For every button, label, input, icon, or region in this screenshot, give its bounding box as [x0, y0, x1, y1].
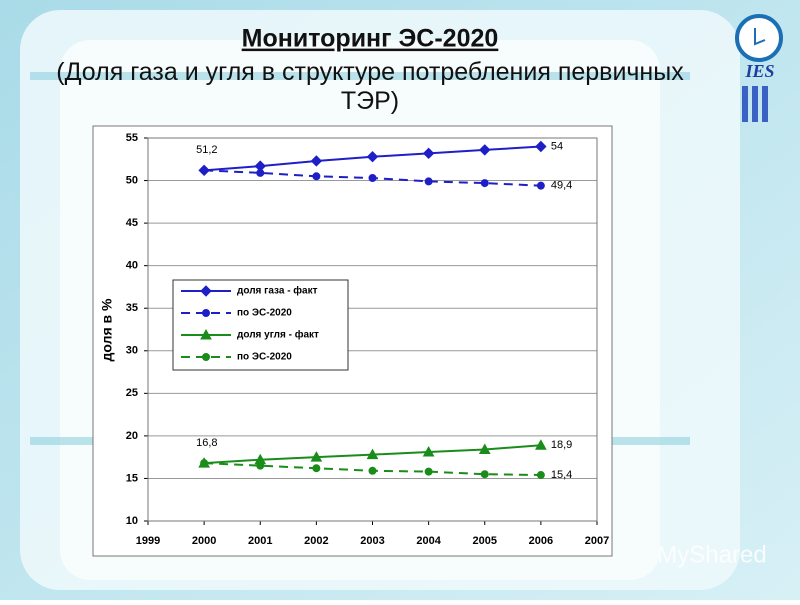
chart-area [92, 125, 613, 557]
data-label: 49,4 [551, 180, 572, 192]
subtitle-box: (Доля газа и угля в структуре потреблени… [56, 58, 684, 115]
marker [256, 461, 265, 470]
marker [200, 328, 212, 340]
marker [368, 174, 377, 183]
x-tick-label: 2000 [192, 535, 216, 547]
y-tick-label: 55 [126, 132, 138, 144]
x-tick-label: 2003 [360, 535, 384, 547]
data-label: 15,4 [551, 469, 572, 481]
subtitle: (Доля газа и угля в структуре потреблени… [56, 58, 684, 115]
marker [312, 464, 321, 473]
legend-label: по ЭС-2020 [237, 308, 292, 319]
watermark: MyShared [657, 541, 766, 568]
stripe [30, 72, 690, 80]
marker [480, 179, 489, 188]
logo-text: IES [744, 61, 774, 81]
x-tick-label: 2005 [473, 535, 497, 547]
logo-clock [754, 28, 766, 46]
logo-bar [742, 86, 748, 122]
marker [536, 471, 545, 480]
y-axis-label: доля в % [99, 298, 115, 362]
marker [310, 451, 323, 462]
data-label: 16,8 [196, 437, 217, 449]
title: Мониторинг ЭС-2020 [242, 25, 499, 53]
marker [424, 467, 433, 476]
marker [422, 147, 435, 160]
marker [366, 151, 379, 163]
y-tick-label: 20 [126, 430, 138, 442]
x-tick-label: 2002 [304, 535, 328, 547]
marker [202, 353, 210, 361]
marker [535, 439, 547, 450]
marker [200, 285, 212, 297]
data-label: 54 [551, 140, 563, 152]
logo-bar [762, 86, 768, 122]
x-tick-label: 1999 [136, 535, 160, 547]
marker [479, 144, 491, 156]
data-label: 18,9 [551, 439, 572, 451]
x-tick-label: 2001 [248, 535, 272, 547]
logo-bar [752, 86, 758, 122]
marker [535, 140, 547, 153]
y-tick-label: 45 [126, 217, 138, 229]
x-tick-label: 2006 [529, 535, 553, 547]
marker [368, 466, 377, 475]
y-tick-label: 25 [126, 387, 138, 399]
data-label: 51,2 [196, 144, 217, 156]
marker [536, 181, 545, 190]
marker [256, 168, 265, 177]
y-tick-label: 50 [126, 174, 138, 186]
marker [200, 459, 209, 468]
marker [202, 309, 210, 317]
legend-label: по ЭС-2020 [237, 352, 292, 363]
marker [422, 446, 435, 457]
marker [424, 177, 433, 186]
x-tick-label: 2004 [416, 535, 441, 547]
marker [312, 172, 321, 181]
marker [200, 166, 209, 175]
y-tick-label: 35 [126, 302, 138, 314]
marker [480, 470, 489, 479]
marker [366, 448, 379, 460]
y-tick-label: 30 [126, 345, 138, 357]
legend-box [172, 279, 349, 371]
legend-label: доля угля - факт [237, 329, 319, 341]
y-tick-label: 15 [126, 472, 138, 484]
y-tick-label: 10 [126, 515, 138, 527]
x-tick-label: 2007 [585, 535, 609, 547]
y-tick-label: 40 [126, 260, 138, 272]
plot-frame [147, 137, 598, 522]
marker [478, 443, 491, 455]
marker [310, 155, 323, 167]
logo-circle [735, 14, 783, 62]
legend-label: доля газа - факт [237, 285, 318, 297]
